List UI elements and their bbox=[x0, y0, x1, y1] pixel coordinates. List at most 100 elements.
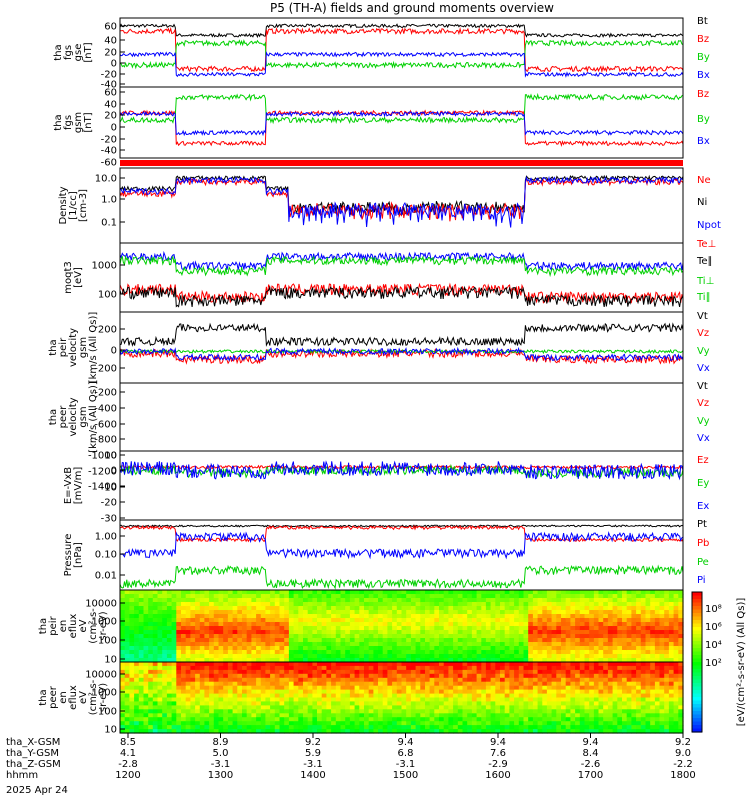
heatmap-cell bbox=[326, 626, 332, 631]
heatmap-cell bbox=[185, 646, 191, 651]
heatmap-cell bbox=[593, 638, 600, 643]
heatmap-cell bbox=[612, 665, 618, 671]
heatmap-cell bbox=[443, 705, 449, 710]
heatmap-cell bbox=[195, 654, 201, 659]
heatmap-cell bbox=[124, 630, 130, 635]
heatmap-cell bbox=[171, 654, 177, 659]
heatmap-cell bbox=[645, 673, 651, 679]
heatmap-cell bbox=[181, 721, 187, 726]
legend-entry: Bx bbox=[697, 70, 710, 81]
heatmap-cell bbox=[260, 618, 267, 623]
heatmap-cell bbox=[237, 630, 243, 635]
heatmap-cell bbox=[129, 725, 135, 730]
heatmap-cell bbox=[246, 626, 252, 631]
heatmap-cell bbox=[462, 725, 468, 730]
heatmap-cell bbox=[340, 685, 346, 691]
heatmap-cell bbox=[429, 654, 435, 659]
heatmap-cell bbox=[138, 626, 145, 631]
heatmap-cell bbox=[265, 654, 271, 659]
heatmap-cell bbox=[256, 630, 262, 635]
heatmap-cell bbox=[364, 630, 370, 635]
heatmap-cell bbox=[129, 622, 135, 627]
heatmap-cell bbox=[204, 721, 210, 726]
heatmap-cell bbox=[425, 634, 431, 639]
heatmap-cell bbox=[274, 602, 281, 607]
heatmap-cell bbox=[134, 713, 140, 718]
heatmap-cell bbox=[340, 705, 346, 710]
heatmap-cell bbox=[467, 658, 473, 663]
heatmap-cell bbox=[392, 701, 398, 706]
heatmap-cell bbox=[359, 654, 365, 659]
heatmap-cell bbox=[453, 713, 459, 718]
heatmap-cell bbox=[312, 662, 318, 667]
heatmap-cell bbox=[392, 650, 398, 655]
heatmap-cell bbox=[537, 665, 543, 671]
heatmap-cell bbox=[504, 662, 510, 667]
heatmap-cell bbox=[213, 626, 220, 631]
heatmap-cell bbox=[434, 721, 440, 726]
heatmap-cell bbox=[481, 642, 487, 647]
heatmap-cell bbox=[443, 669, 449, 675]
heatmap-cell bbox=[546, 658, 553, 663]
heatmap-cell bbox=[504, 622, 510, 627]
heatmap-cell bbox=[213, 717, 220, 722]
heatmap-cell bbox=[561, 701, 567, 706]
heatmap-cell bbox=[312, 638, 318, 643]
heatmap-cell bbox=[514, 622, 520, 627]
heatmap-cell bbox=[495, 717, 501, 722]
heatmap-cell bbox=[500, 610, 506, 615]
heatmap-cell bbox=[331, 685, 337, 691]
y-axis-label: E=-VxB bbox=[63, 467, 74, 504]
heatmap-cell bbox=[434, 693, 440, 699]
heatmap-cell bbox=[664, 626, 670, 631]
heatmap-cell bbox=[143, 693, 149, 699]
heatmap-cell bbox=[542, 646, 548, 651]
heatmap-cell bbox=[528, 709, 534, 714]
heatmap-cell bbox=[265, 677, 271, 683]
heatmap-cell bbox=[307, 630, 313, 635]
heatmap-cell bbox=[162, 669, 168, 675]
heatmap-cell bbox=[260, 697, 267, 702]
heatmap-cell bbox=[626, 650, 632, 655]
heatmap-cell bbox=[218, 677, 224, 683]
heatmap-cell bbox=[349, 630, 356, 635]
heatmap-cell bbox=[368, 646, 374, 651]
heatmap-cell bbox=[242, 709, 248, 714]
heatmap-cell bbox=[415, 618, 421, 623]
heatmap-cell bbox=[448, 626, 454, 631]
heatmap-cell bbox=[434, 654, 440, 659]
heatmap-cell bbox=[561, 677, 567, 683]
heatmap-cell bbox=[457, 654, 464, 659]
heatmap-cell bbox=[481, 638, 487, 643]
heatmap-cell bbox=[537, 614, 543, 619]
heatmap-cell bbox=[237, 650, 243, 655]
y-axis-label: Density bbox=[58, 186, 69, 224]
heatmap-cell bbox=[485, 693, 492, 699]
heatmap-cell bbox=[195, 665, 201, 671]
heatmap-cell bbox=[485, 634, 492, 639]
heatmap-cell bbox=[448, 705, 454, 710]
heatmap-cell bbox=[298, 725, 304, 730]
heatmap-cell bbox=[312, 590, 318, 595]
heatmap-cell bbox=[288, 677, 295, 683]
heatmap-cell bbox=[185, 618, 191, 623]
heatmap-cell bbox=[120, 650, 126, 655]
heatmap-cell bbox=[237, 614, 243, 619]
heatmap-cell bbox=[223, 669, 229, 675]
heatmap-cell bbox=[279, 669, 285, 675]
heatmap-cell bbox=[218, 618, 224, 623]
heatmap-cell bbox=[636, 725, 642, 730]
heatmap-cell bbox=[589, 618, 595, 623]
heatmap-cell bbox=[654, 693, 661, 699]
heatmap-cell bbox=[288, 658, 295, 663]
heatmap-cell bbox=[274, 685, 281, 691]
heatmap-cell bbox=[317, 630, 323, 635]
heatmap-cell bbox=[476, 646, 482, 651]
heatmap-cell bbox=[270, 693, 276, 699]
heatmap-cell bbox=[500, 618, 506, 623]
heatmap-cell bbox=[335, 658, 342, 663]
heatmap-cell bbox=[603, 610, 609, 615]
heatmap-cell bbox=[373, 709, 379, 714]
heatmap-cell bbox=[410, 650, 417, 655]
heatmap-cell bbox=[607, 685, 614, 691]
